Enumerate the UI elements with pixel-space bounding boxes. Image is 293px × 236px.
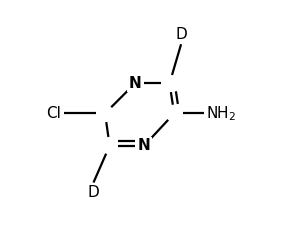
Text: N: N — [138, 138, 151, 153]
Text: D: D — [175, 27, 187, 42]
Text: NH$_2$: NH$_2$ — [206, 104, 237, 123]
Text: N: N — [129, 76, 141, 91]
Text: Cl: Cl — [46, 106, 61, 121]
Text: D: D — [88, 185, 99, 200]
